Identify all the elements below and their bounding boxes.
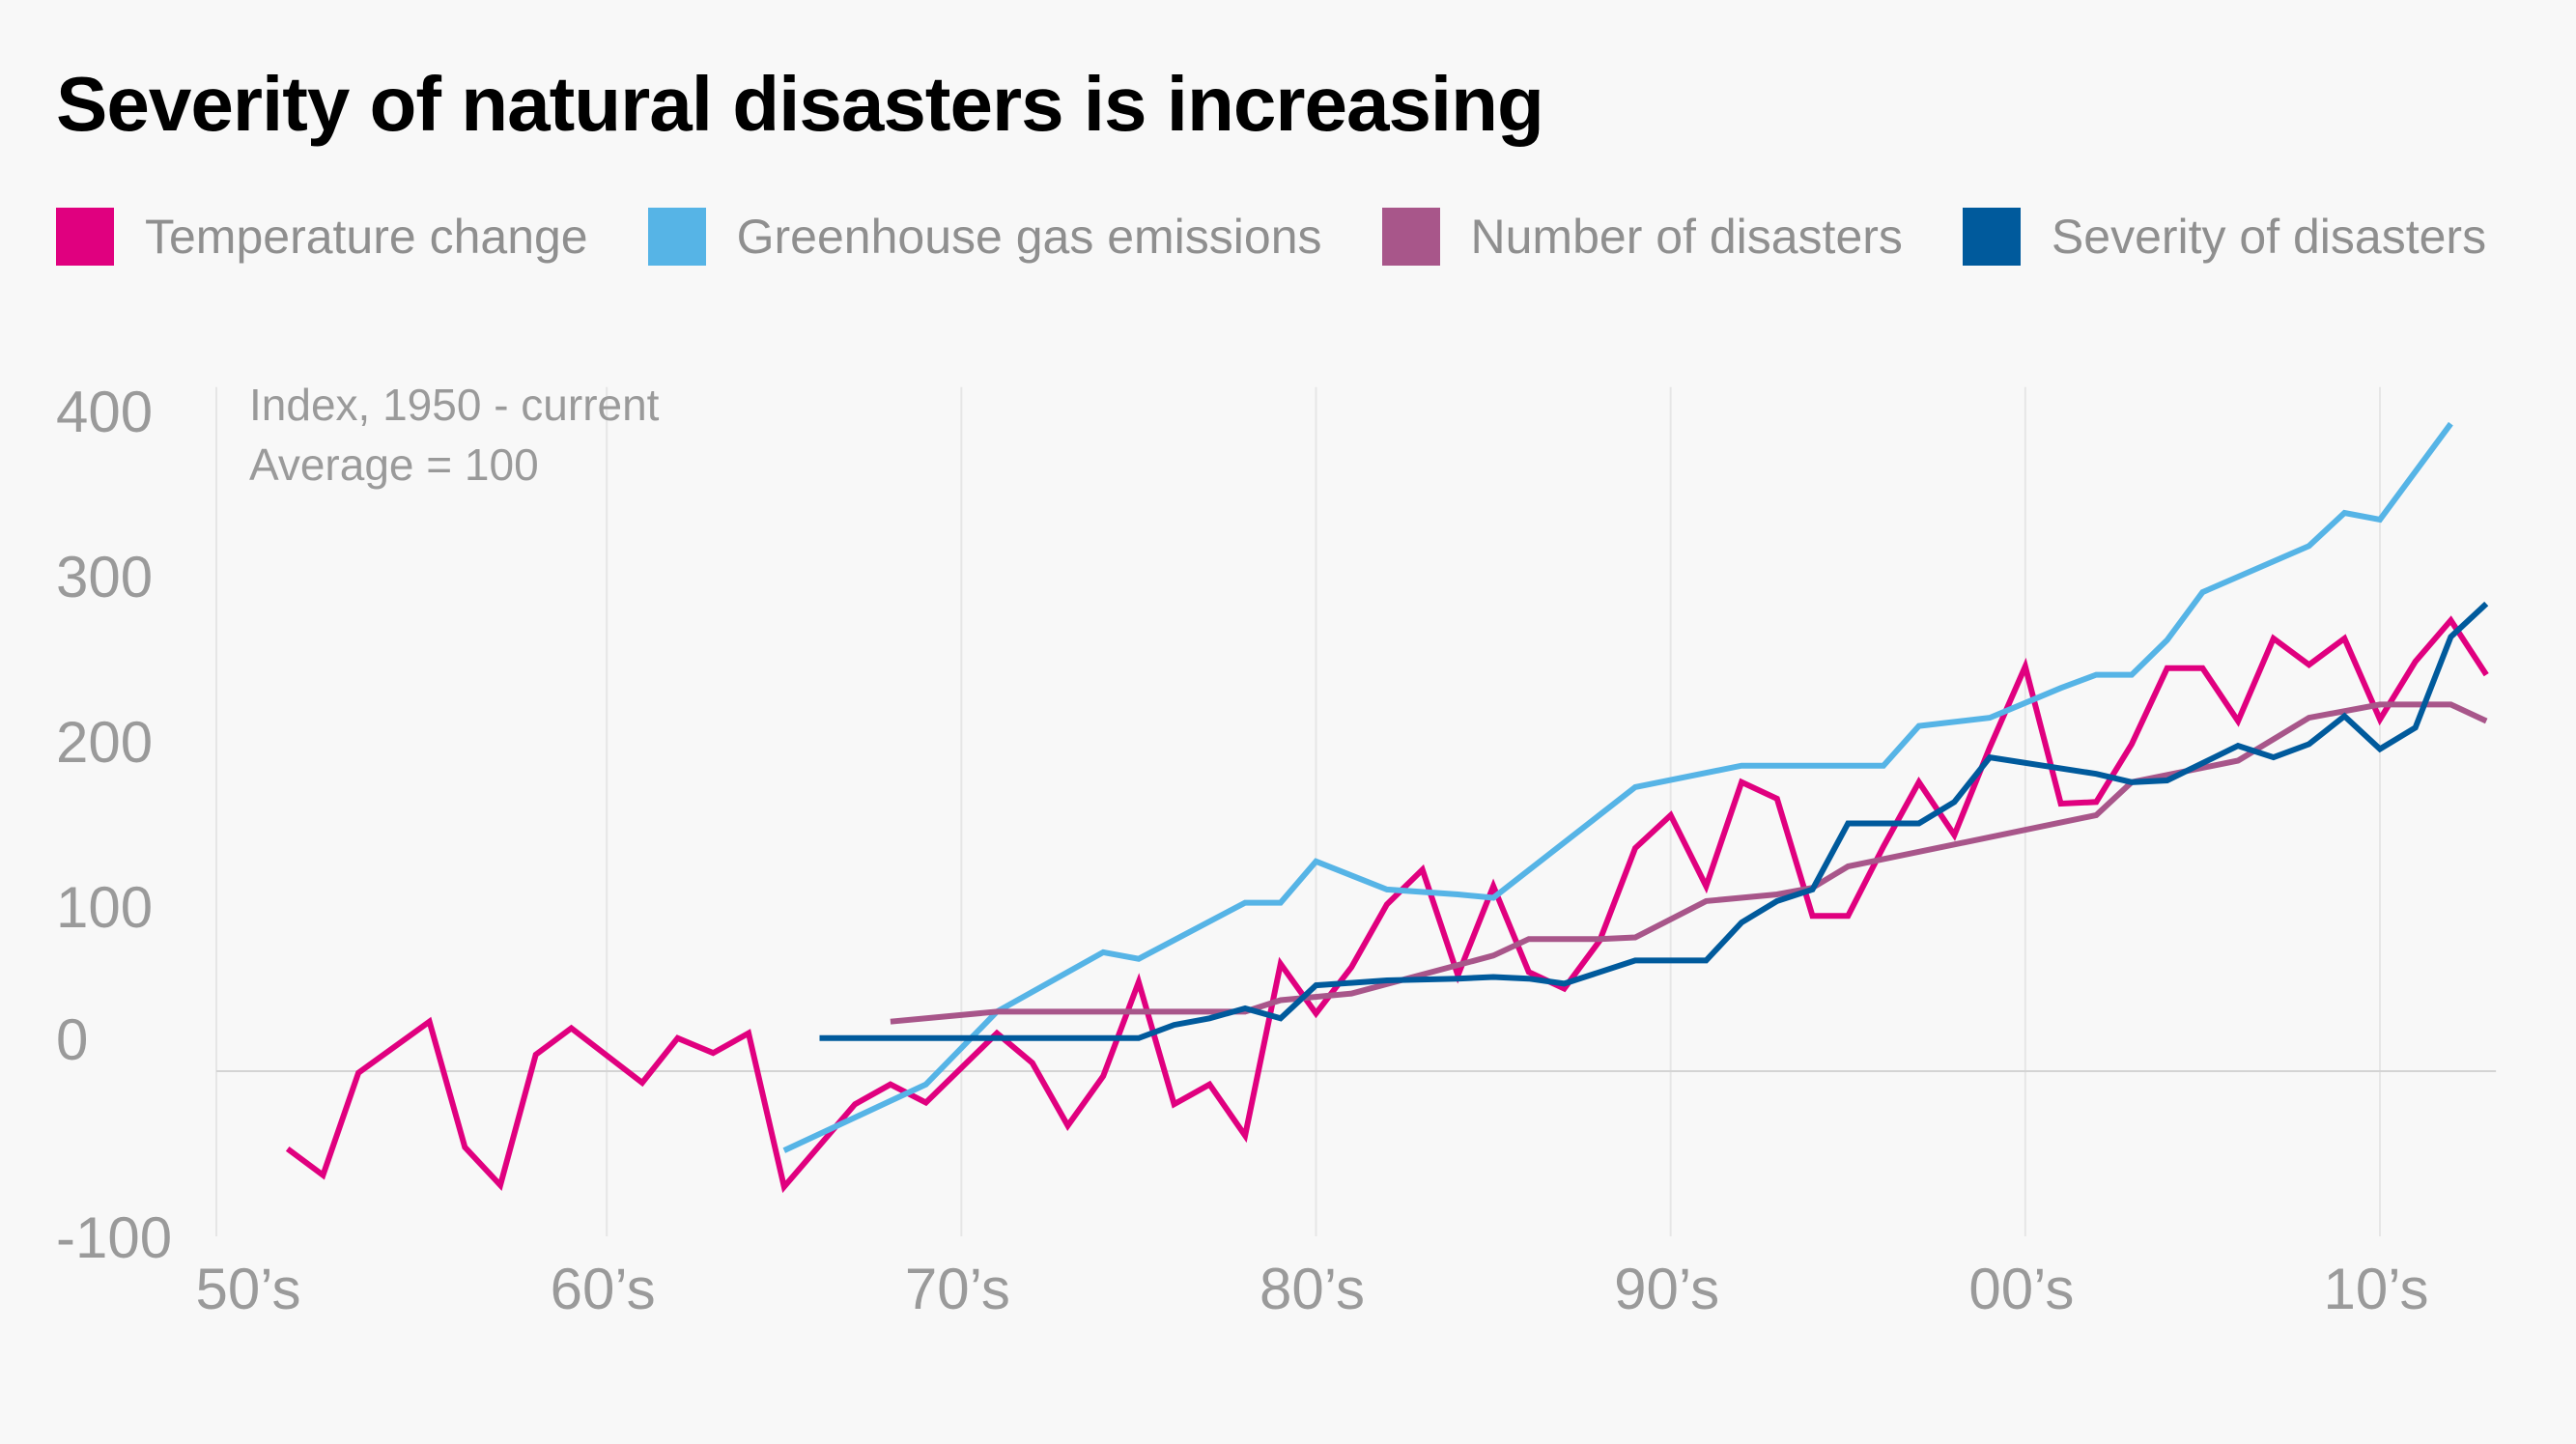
legend-swatch-number-of-disasters bbox=[1381, 208, 1440, 266]
series-line-severity-of-disasters bbox=[819, 601, 2489, 1041]
series-line-number-of-disasters bbox=[890, 701, 2488, 1025]
legend-swatch-severity-of-disasters bbox=[1962, 208, 2021, 266]
y-tick-label: 300 bbox=[56, 545, 153, 609]
y-tick-label: 200 bbox=[56, 710, 153, 775]
legend-swatch-temperature-change bbox=[56, 208, 114, 266]
x-tick-label: 90’s bbox=[1614, 1257, 1719, 1321]
series-layer bbox=[285, 421, 2489, 1194]
legend-label-number-of-disasters: Number of disasters bbox=[1470, 210, 1903, 264]
grid-layer bbox=[215, 386, 2497, 1236]
x-tick-label: 70’s bbox=[905, 1257, 1010, 1321]
chart-title: Severity of natural disasters is increas… bbox=[56, 61, 1544, 147]
chart-note-line-1: Index, 1950 - current bbox=[249, 380, 660, 430]
x-tick-label: 00’s bbox=[1968, 1257, 2074, 1321]
y-tick-label: 0 bbox=[56, 1007, 88, 1072]
legend-label-severity-of-disasters: Severity of disasters bbox=[2051, 210, 2487, 264]
legend-swatch-greenhouse-gas-emissions bbox=[647, 208, 706, 266]
legend-item-greenhouse-gas-emissions: Greenhouse gas emissions bbox=[647, 208, 1322, 266]
legend-label-greenhouse-gas-emissions: Greenhouse gas emissions bbox=[736, 210, 1322, 264]
legend-item-severity-of-disasters: Severity of disasters bbox=[1962, 208, 2487, 266]
y-tick-label: 400 bbox=[56, 380, 153, 444]
legend: Temperature change Greenhouse gas emissi… bbox=[56, 203, 2486, 270]
chart-note-line-2: Average = 100 bbox=[249, 439, 539, 490]
x-tick-label: 50’s bbox=[196, 1257, 301, 1321]
x-tick-label: 60’s bbox=[551, 1257, 656, 1321]
series-line-temperature-change bbox=[285, 615, 2489, 1194]
legend-label-temperature-change: Temperature change bbox=[145, 210, 588, 264]
x-tick-label: 10’s bbox=[2324, 1257, 2429, 1321]
y-tick-label: 100 bbox=[56, 875, 153, 940]
legend-item-temperature-change: Temperature change bbox=[56, 208, 588, 266]
y-tick-label: -100 bbox=[56, 1205, 172, 1270]
y-axis: 400 300 200 100 0 -100 bbox=[56, 380, 172, 1270]
x-axis: 50’s 60’s 70’s 80’s 90’s 00’s 10’s bbox=[196, 1257, 2429, 1321]
legend-item-number-of-disasters: Number of disasters bbox=[1381, 208, 1903, 266]
series-line-greenhouse-gas-emissions bbox=[782, 421, 2453, 1153]
x-tick-label: 80’s bbox=[1260, 1257, 1365, 1321]
